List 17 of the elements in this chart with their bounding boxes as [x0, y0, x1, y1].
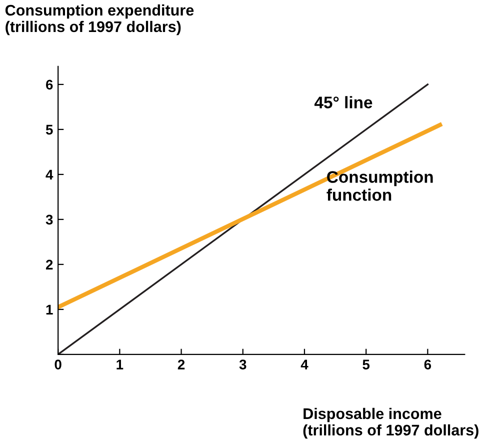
x-tick-label: 1 [116, 360, 124, 370]
y-tick-label: 5 [46, 124, 53, 135]
x-tick-label: 5 [362, 360, 370, 370]
x-tick-label: 2 [178, 360, 185, 370]
x-axis-title: Disposable income (trillions of 1997 dollars) [303, 408, 478, 439]
x-tick-label: 4 [300, 360, 308, 370]
y-axis-title: Consumption expenditure (trillions of 1997 dollars) [5, 4, 194, 36]
annotation: 45° line [314, 96, 372, 108]
x-tick-label: 0 [54, 360, 62, 370]
y-tick-label: 6 [46, 80, 53, 90]
y-tick-label: 4 [46, 170, 54, 180]
x-tick-label: 3 [239, 360, 246, 370]
x-tick-label: 6 [424, 360, 432, 370]
y-tick-label: 1 [46, 304, 53, 314]
y-tick-label: 2 [46, 260, 53, 270]
y-tick-label: 3 [46, 214, 53, 225]
annotation: Consumption function [326, 170, 433, 201]
